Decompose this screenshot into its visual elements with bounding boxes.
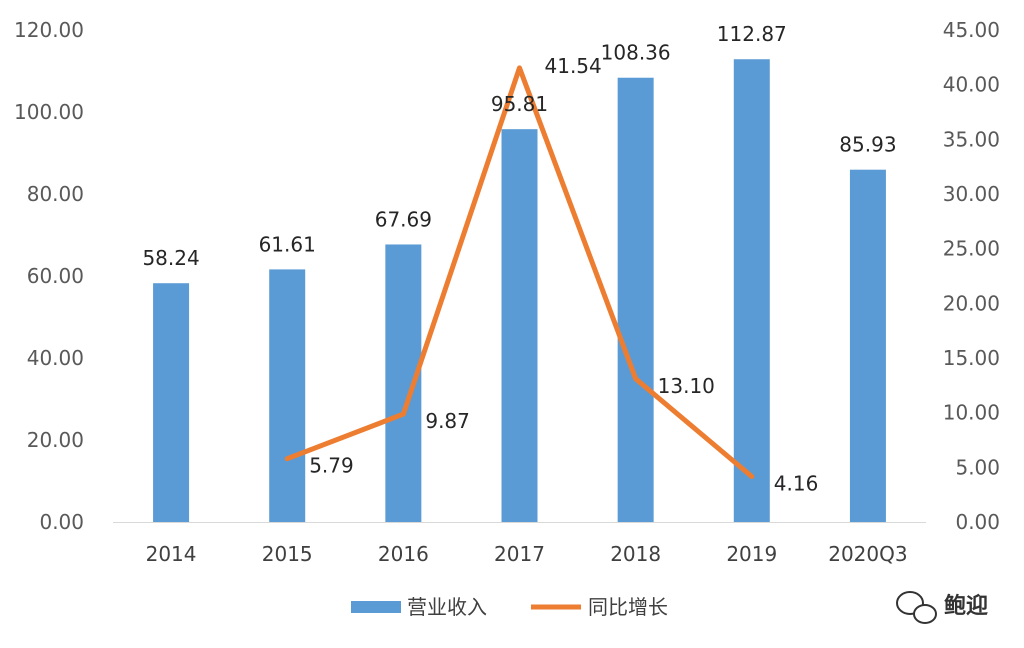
bar: [733, 59, 770, 522]
bar: [153, 283, 190, 522]
y2-tick-label: 10.00: [943, 401, 1000, 425]
x-tick-label: 2017: [494, 542, 545, 566]
y-tick-label: 100.00: [14, 100, 84, 124]
x-tick-label: 2019: [726, 542, 777, 566]
y2-tick-label: 20.00: [943, 291, 1000, 315]
legend-label: 同比增长: [588, 595, 668, 619]
y2-tick-label: 15.00: [943, 346, 1000, 370]
x-tick-label: 2020Q3: [828, 542, 907, 566]
bar: [501, 129, 538, 522]
line-data-label: 4.16: [774, 472, 819, 496]
y-tick-label: 60.00: [27, 264, 84, 288]
watermark-text: 鲍迎: [944, 593, 988, 619]
line-data-label: 41.54: [545, 54, 602, 78]
legend-swatch-bar: [351, 601, 401, 613]
y2-tick-label: 45.00: [943, 18, 1000, 42]
bar: [849, 169, 886, 522]
bar-data-label: 95.81: [491, 92, 548, 116]
y-tick-label: 80.00: [27, 182, 84, 206]
bar-data-label: 61.61: [259, 232, 316, 256]
bar-data-label: 58.24: [142, 246, 199, 270]
y2-tick-label: 25.00: [943, 237, 1000, 261]
bar-data-label: 108.36: [601, 41, 671, 65]
line-data-label: 13.10: [658, 374, 715, 398]
x-tick-label: 2014: [146, 542, 197, 566]
x-tick-label: 2018: [610, 542, 661, 566]
bar-data-label: 67.69: [375, 207, 432, 231]
bar: [617, 77, 654, 522]
y2-tick-label: 5.00: [955, 455, 1000, 479]
y-tick-label: 0.00: [39, 510, 84, 534]
y-tick-label: 40.00: [27, 346, 84, 370]
bar-data-label: 112.87: [717, 22, 787, 46]
y2-tick-label: 30.00: [943, 182, 1000, 206]
bar: [269, 269, 306, 522]
wechat-icon: [896, 591, 937, 624]
y2-tick-label: 40.00: [943, 73, 1000, 97]
y2-tick-label: 35.00: [943, 127, 1000, 151]
line-data-label: 5.79: [309, 454, 354, 478]
legend-label: 营业收入: [407, 595, 487, 619]
x-tick-label: 2015: [262, 542, 313, 566]
line-data-label: 9.87: [425, 409, 470, 433]
line-series: [284, 65, 755, 480]
y-tick-label: 20.00: [27, 428, 84, 452]
y-tick-label: 120.00: [14, 18, 84, 42]
y2-tick-label: 0.00: [955, 510, 1000, 534]
x-tick-label: 2016: [378, 542, 429, 566]
bar-data-label: 85.93: [839, 133, 896, 157]
